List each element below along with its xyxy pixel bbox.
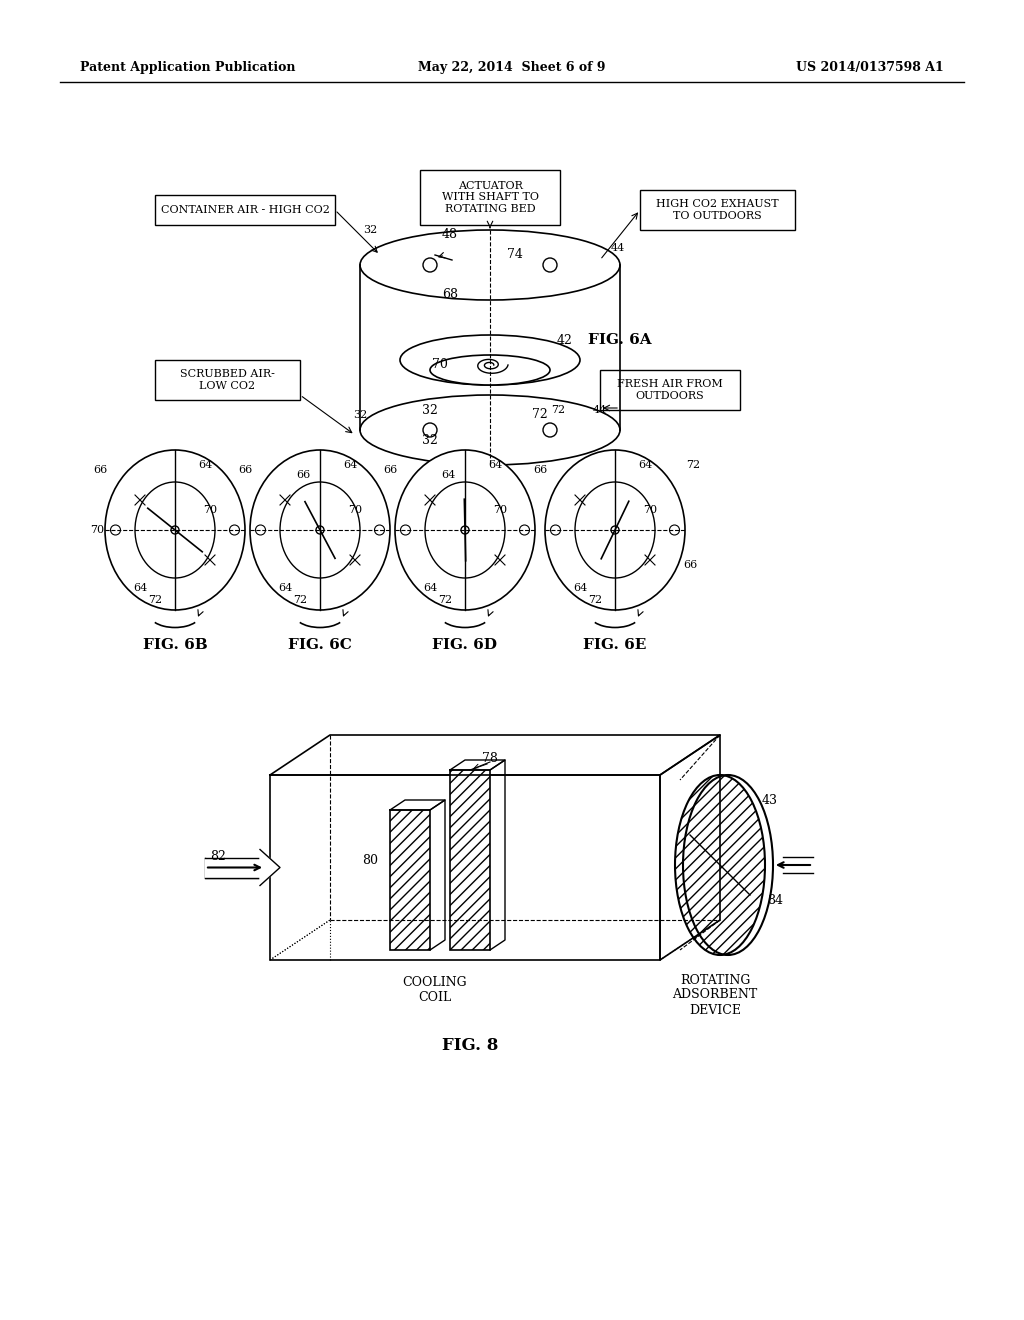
Text: 32: 32	[353, 411, 368, 420]
Polygon shape	[205, 858, 260, 878]
Text: FIG. 6C: FIG. 6C	[288, 638, 352, 652]
Text: 70: 70	[90, 525, 104, 535]
Circle shape	[171, 525, 179, 535]
Text: 70: 70	[432, 359, 447, 371]
Text: CONTAINER AIR - HIGH CO2: CONTAINER AIR - HIGH CO2	[161, 205, 330, 215]
Text: 64: 64	[278, 583, 292, 593]
Ellipse shape	[360, 230, 620, 300]
Text: 32: 32	[422, 433, 438, 446]
Text: 72: 72	[551, 405, 565, 414]
Ellipse shape	[400, 335, 580, 385]
Text: 66: 66	[296, 470, 310, 480]
Text: 66: 66	[683, 560, 697, 570]
Circle shape	[256, 525, 265, 535]
Text: 64: 64	[572, 583, 587, 593]
Text: 48: 48	[442, 228, 458, 242]
Text: 70: 70	[348, 506, 362, 515]
Circle shape	[670, 525, 680, 535]
Circle shape	[423, 422, 437, 437]
Text: FRESH AIR FROM
OUTDOORS: FRESH AIR FROM OUTDOORS	[617, 379, 723, 401]
Circle shape	[316, 525, 324, 535]
Text: May 22, 2014  Sheet 6 of 9: May 22, 2014 Sheet 6 of 9	[418, 62, 606, 74]
Text: US 2014/0137598 A1: US 2014/0137598 A1	[797, 62, 944, 74]
Bar	[640, 190, 795, 230]
Text: FIG. 8: FIG. 8	[441, 1036, 499, 1053]
Bar	[420, 170, 560, 224]
Circle shape	[375, 525, 384, 535]
Text: 44: 44	[593, 405, 607, 414]
Text: 44: 44	[611, 243, 625, 253]
Circle shape	[551, 525, 560, 535]
Text: 64: 64	[638, 459, 652, 470]
Text: 70: 70	[493, 506, 507, 515]
Bar	[600, 370, 740, 411]
Text: 72: 72	[686, 459, 700, 470]
Text: 66: 66	[532, 465, 547, 475]
Text: 74: 74	[507, 248, 523, 261]
Text: 66: 66	[383, 465, 397, 475]
Ellipse shape	[430, 355, 550, 385]
Text: SCRUBBED AIR-
LOW CO2: SCRUBBED AIR- LOW CO2	[180, 370, 274, 391]
Ellipse shape	[425, 482, 505, 578]
Text: 64: 64	[133, 583, 147, 593]
Circle shape	[111, 525, 121, 535]
Text: 68: 68	[442, 289, 458, 301]
Text: 64: 64	[441, 470, 455, 480]
Text: 66: 66	[238, 465, 252, 475]
Ellipse shape	[395, 450, 535, 610]
Ellipse shape	[135, 482, 215, 578]
Text: ACTUATOR
WITH SHAFT TO
ROTATING BED: ACTUATOR WITH SHAFT TO ROTATING BED	[441, 181, 539, 214]
Text: 80: 80	[362, 854, 378, 866]
Text: 42: 42	[557, 334, 573, 346]
Text: 64: 64	[198, 459, 212, 470]
Text: 32: 32	[362, 224, 377, 235]
Bar	[155, 195, 335, 224]
Bar	[270, 775, 660, 960]
Text: 72: 72	[293, 595, 307, 605]
Text: 64: 64	[423, 583, 437, 593]
Text: 70: 70	[203, 506, 217, 515]
Text: 66: 66	[93, 465, 108, 475]
Circle shape	[543, 257, 557, 272]
Text: 84: 84	[767, 894, 783, 907]
Circle shape	[519, 525, 529, 535]
Text: 72: 72	[532, 408, 548, 421]
Bar	[390, 810, 430, 950]
Text: 32: 32	[422, 404, 438, 417]
Text: COOLING
COIL: COOLING COIL	[402, 975, 467, 1005]
Text: FIG. 6E: FIG. 6E	[584, 638, 647, 652]
Text: FIG. 6D: FIG. 6D	[432, 638, 498, 652]
Text: 82: 82	[210, 850, 226, 863]
Text: FIG. 6A: FIG. 6A	[588, 333, 652, 347]
Circle shape	[400, 525, 411, 535]
Ellipse shape	[545, 450, 685, 610]
Ellipse shape	[105, 450, 245, 610]
Text: 64: 64	[487, 459, 502, 470]
Circle shape	[229, 525, 240, 535]
Bar	[450, 770, 490, 950]
Text: 43: 43	[762, 793, 778, 807]
Text: HIGH CO2 EXHAUST
TO OUTDOORS: HIGH CO2 EXHAUST TO OUTDOORS	[656, 199, 779, 220]
Ellipse shape	[250, 450, 390, 610]
Text: 70: 70	[643, 506, 657, 515]
Text: 72: 72	[147, 595, 162, 605]
Circle shape	[461, 525, 469, 535]
Circle shape	[611, 525, 618, 535]
Text: FIG. 6B: FIG. 6B	[142, 638, 208, 652]
Ellipse shape	[575, 482, 655, 578]
Text: 72: 72	[438, 595, 452, 605]
Polygon shape	[260, 850, 280, 886]
Ellipse shape	[280, 482, 360, 578]
Text: 72: 72	[588, 595, 602, 605]
Ellipse shape	[360, 395, 620, 465]
Circle shape	[543, 422, 557, 437]
Ellipse shape	[675, 775, 765, 954]
Text: ROTATING
ADSORBENT
DEVICE: ROTATING ADSORBENT DEVICE	[673, 974, 758, 1016]
Text: 78: 78	[482, 751, 498, 764]
Circle shape	[423, 257, 437, 272]
Text: Patent Application Publication: Patent Application Publication	[80, 62, 296, 74]
Text: 64: 64	[343, 459, 357, 470]
Bar	[155, 360, 300, 400]
Polygon shape	[783, 857, 813, 873]
